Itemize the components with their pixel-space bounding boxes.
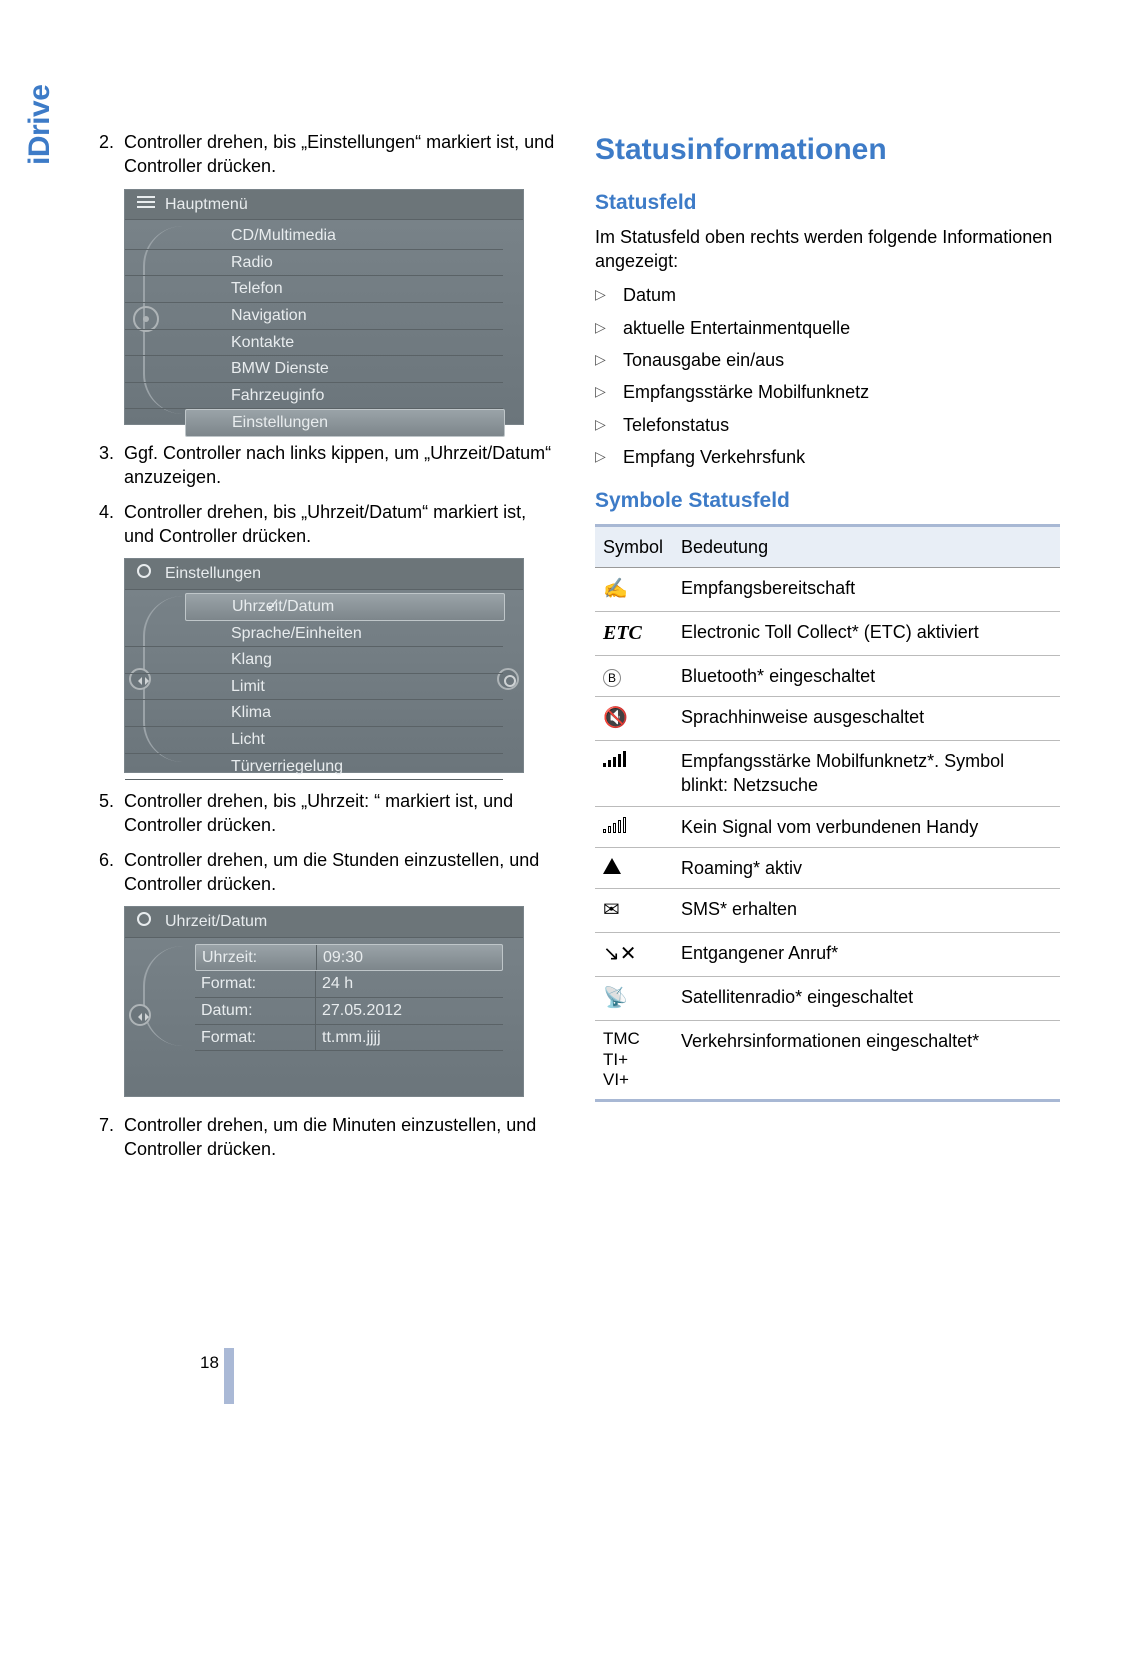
knob-left-icon <box>129 1004 151 1026</box>
table-header-row: Symbol Bedeutung <box>595 525 1060 567</box>
menu-item: Navigation <box>125 303 503 330</box>
menu-item: BMW Dienste <box>125 356 503 383</box>
menu-item: CD/Multimedia <box>125 223 503 250</box>
menu-item: Telefon <box>125 276 503 303</box>
menu-item: Kontakte <box>125 330 503 357</box>
bullet-item: ▷Telefonstatus <box>595 413 1060 437</box>
signal-bars-icon <box>603 751 626 767</box>
bullet-item: ▷Empfang Verkehrsfunk <box>595 445 1060 469</box>
heading-statusinformationen: Statusinformationen <box>595 130 1060 171</box>
envelope-icon: ✉ <box>603 899 620 921</box>
table-row: Kein Signal vom verbundenen Handy <box>595 806 1060 847</box>
kv-list: Uhrzeit:09:30 Format:24 h Datum:27.05.20… <box>125 938 523 1096</box>
table-row: ETCElectronic Toll Collect* (ETC) aktivi… <box>595 611 1060 655</box>
step-number: 2. <box>90 130 124 179</box>
step-text: Ggf. Controller nach links kippen, um „U… <box>124 441 555 490</box>
table-row: Roaming* aktiv <box>595 848 1060 889</box>
table-row: Empfangsstärke Mobilfunknetz*. Symbol bl… <box>595 741 1060 807</box>
step-text: Controller drehen, um die Minuten einzus… <box>124 1113 555 1162</box>
col-bedeutung: Bedeutung <box>673 525 1060 567</box>
page-bar <box>224 1348 234 1404</box>
roaming-triangle-icon <box>603 858 621 874</box>
bullet-item: ▷Tonausgabe ein/aus <box>595 348 1060 372</box>
step-text: Controller drehen, bis „Uhrzeit/Datum“ m… <box>124 500 555 549</box>
table-row: TMC TI+ VI+ Verkehrsinformationen einges… <box>595 1021 1060 1100</box>
check-icon: ✓ <box>266 596 279 618</box>
bullet-item: ▷Datum <box>595 283 1060 307</box>
bullet-icon: ▷ <box>595 348 623 372</box>
kv-row: Datum:27.05.2012 <box>195 998 503 1025</box>
menu-item: Fahrzeuginfo <box>125 383 503 410</box>
left-column: 2. Controller drehen, bis „Einstellungen… <box>90 130 555 1171</box>
step-number: 6. <box>90 848 124 897</box>
right-column: Statusinformationen Statusfeld Im Status… <box>595 130 1060 1171</box>
table-row: 📡Satellitenradio* eingeschaltet <box>595 977 1060 1021</box>
menu-item: Klang <box>125 647 503 674</box>
bullet-item: ▷Empfangsstärke Mobilfunknetz <box>595 380 1060 404</box>
screenshot-title: Hauptmenü <box>125 190 523 221</box>
page-number: 18 <box>200 1352 219 1375</box>
side-label: iDrive <box>20 85 61 165</box>
table-row: ↘✕Entgangener Anruf* <box>595 933 1060 977</box>
menu-item-highlighted: ✓Uhrzeit/Datum <box>185 593 505 621</box>
kv-row-highlighted: Uhrzeit:09:30 <box>195 944 503 972</box>
satellite-icon: 📡 <box>603 987 628 1009</box>
step-text: Controller drehen, bis „Einstellungen“ m… <box>124 130 555 179</box>
step-7: 7. Controller drehen, um die Minuten ein… <box>90 1113 555 1162</box>
menu-item: Türverriegelung <box>125 754 503 781</box>
page-content: 2. Controller drehen, bis „Einstellungen… <box>90 130 1060 1171</box>
menu-list: CD/Multimedia Radio Telefon Navigation K… <box>125 220 523 424</box>
bullet-icon: ▷ <box>595 445 623 469</box>
step-number: 4. <box>90 500 124 549</box>
screenshot-uhrzeit: Uhrzeit/Datum Uhrzeit:09:30 Format:24 h … <box>124 906 524 1097</box>
table-row: ✍Empfangsbereitschaft <box>595 567 1060 611</box>
menu-item: Radio <box>125 250 503 277</box>
step-4: 4. Controller drehen, bis „Uhrzeit/Datum… <box>90 500 555 549</box>
tmc-icon: TMC TI+ VI+ <box>603 1029 665 1090</box>
step-text: Controller drehen, um die Stunden einzus… <box>124 848 555 897</box>
menu-icon <box>137 195 155 209</box>
menu-item: Klima <box>125 700 503 727</box>
heading-symbole: Symbole Statusfeld <box>595 487 1060 515</box>
bluetooth-icon: B <box>603 669 621 687</box>
bullet-icon: ▷ <box>595 283 623 307</box>
gear-icon <box>137 564 151 578</box>
symbols-table: Symbol Bedeutung ✍Empfangsbereitschaft E… <box>595 524 1060 1102</box>
step-number: 5. <box>90 789 124 838</box>
table-row: ✉SMS* erhalten <box>595 889 1060 933</box>
step-number: 7. <box>90 1113 124 1162</box>
step-2: 2. Controller drehen, bis „Einstellungen… <box>90 130 555 179</box>
step-number: 3. <box>90 441 124 490</box>
bullet-icon: ▷ <box>595 413 623 437</box>
handset-icon: ✍ <box>603 578 628 600</box>
step-6: 6. Controller drehen, um die Stunden ein… <box>90 848 555 897</box>
menu-item: Sprache/Einheiten <box>125 621 503 648</box>
etc-icon: ETC <box>603 622 642 644</box>
menu-item: Licht <box>125 727 503 754</box>
screenshot-einstellungen: Einstellungen ✓Uhrzeit/Datum Sprache/Ein… <box>124 558 524 773</box>
menu-item: Limit <box>125 674 503 701</box>
screenshot-hauptmenu: Hauptmenü CD/Multimedia Radio Telefon Na… <box>124 189 524 426</box>
bullet-item: ▷aktuelle Entertainmentquelle <box>595 316 1060 340</box>
bullet-icon: ▷ <box>595 380 623 404</box>
screenshot-title: Einstellungen <box>125 559 523 590</box>
step-3: 3. Ggf. Controller nach links kippen, um… <box>90 441 555 490</box>
missed-call-icon: ↘✕ <box>603 943 637 965</box>
mute-icon: 🔇 <box>603 707 628 729</box>
table-row: 🔇Sprachhinweise ausgeschaltet <box>595 697 1060 741</box>
table-row: BBluetooth* eingeschaltet <box>595 655 1060 696</box>
step-text: Controller drehen, bis „Uhrzeit: “ marki… <box>124 789 555 838</box>
screenshot-title: Uhrzeit/Datum <box>125 907 523 938</box>
bullet-icon: ▷ <box>595 316 623 340</box>
menu-list: ✓Uhrzeit/Datum Sprache/Einheiten Klang L… <box>125 590 523 772</box>
col-symbol: Symbol <box>595 525 673 567</box>
signal-bars-outline-icon <box>603 817 626 833</box>
heading-statusfeld: Statusfeld <box>595 189 1060 217</box>
step-5: 5. Controller drehen, bis „Uhrzeit: “ ma… <box>90 789 555 838</box>
menu-item-highlighted: Einstellungen <box>185 409 505 437</box>
intro-text: Im Statusfeld oben rechts werden folgend… <box>595 225 1060 274</box>
kv-row: Format:24 h <box>195 971 503 998</box>
kv-row: Format:tt.mm.jjjj <box>195 1025 503 1052</box>
clock-icon <box>137 912 151 926</box>
